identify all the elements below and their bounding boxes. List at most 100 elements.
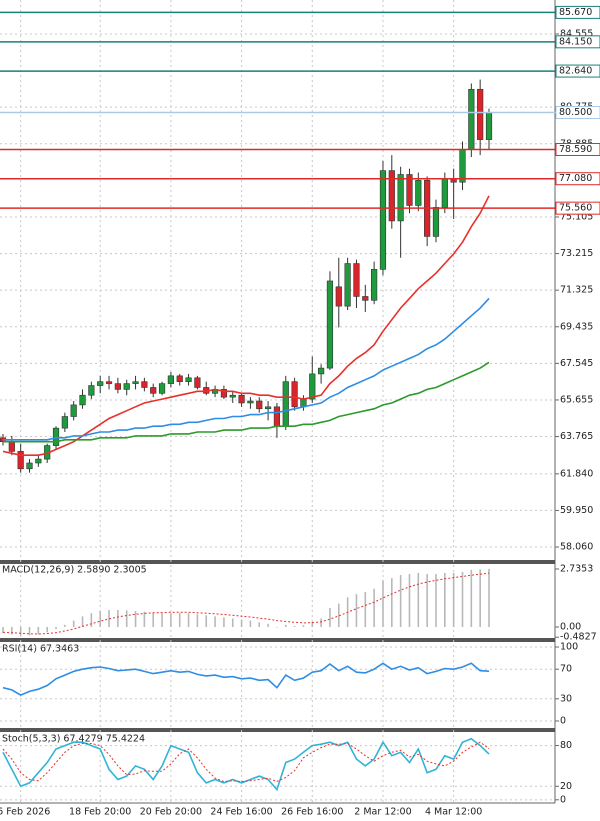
level-label: 77.080 xyxy=(559,173,592,184)
histogram-bar xyxy=(46,626,48,633)
histogram-bar xyxy=(214,616,216,627)
histogram-bar xyxy=(417,572,420,627)
histogram-bar xyxy=(373,588,375,627)
panel-title: Stoch(5,3,3) 67.4279 75.4224 xyxy=(2,734,145,745)
histogram-bar xyxy=(249,620,252,627)
histogram-bar xyxy=(276,626,278,628)
indicator-line xyxy=(3,361,490,443)
level-label: 75.560 xyxy=(559,203,592,214)
y-tick-label: 80 xyxy=(560,740,572,751)
histogram-bar xyxy=(355,594,358,627)
histogram-bar xyxy=(479,569,481,627)
histogram-bar xyxy=(284,624,287,627)
y-tick-label: 67.545 xyxy=(560,358,593,369)
histogram-bar xyxy=(205,615,208,627)
histogram-bar xyxy=(37,626,40,635)
candle-body xyxy=(309,373,316,400)
level-label-box xyxy=(555,142,600,156)
y-tick-label: -0.4827 xyxy=(560,632,597,643)
candle-body xyxy=(176,375,183,382)
candle-body xyxy=(132,381,139,384)
histogram-bar xyxy=(337,603,340,627)
histogram-bar xyxy=(293,625,296,627)
candle-body xyxy=(371,269,378,301)
candle-body xyxy=(282,381,289,427)
histogram-bar xyxy=(55,626,57,630)
candle-body xyxy=(105,381,113,384)
candle-body xyxy=(477,88,484,140)
candle-body xyxy=(150,387,157,394)
candle-body xyxy=(167,375,174,384)
y-tick-label: 2.7353 xyxy=(560,563,593,574)
candle-body xyxy=(70,404,77,417)
candle-body xyxy=(61,416,68,429)
panel-title: MACD(12,26,9) 2.5890 2.3005 xyxy=(2,565,147,576)
level-label: 78.590 xyxy=(559,144,592,155)
panel-separator xyxy=(0,728,555,732)
histogram-bar xyxy=(152,612,155,627)
level-label-box xyxy=(555,172,600,186)
histogram-bar xyxy=(72,620,75,627)
level-label-box xyxy=(555,5,600,19)
y-tick-label: 59.950 xyxy=(560,505,593,516)
candle-body xyxy=(26,462,33,470)
y-tick-label: 61.840 xyxy=(560,468,593,479)
candle-body xyxy=(194,377,201,388)
candle-body xyxy=(441,178,448,208)
candle-body xyxy=(256,400,263,410)
indicator-line xyxy=(3,297,490,441)
histogram-bar xyxy=(64,624,66,627)
histogram-bar xyxy=(134,611,137,627)
histogram-bar xyxy=(143,611,146,627)
histogram-bar xyxy=(452,572,455,627)
y-tick-label: 20 xyxy=(560,781,572,792)
histogram-bar xyxy=(125,610,128,627)
y-tick-label: 0.00 xyxy=(560,621,581,632)
y-tick-label: 73.215 xyxy=(560,248,593,259)
candle-body xyxy=(220,389,228,398)
candle-body xyxy=(432,207,440,237)
candle-body xyxy=(415,179,422,206)
candle-body xyxy=(158,383,166,394)
histogram-bar xyxy=(117,610,119,627)
histogram-bar xyxy=(19,626,22,636)
x-tick-label: 18 Feb 20:00 xyxy=(69,807,131,818)
candle-body xyxy=(353,263,360,297)
histogram-bar xyxy=(302,625,305,627)
candle-body xyxy=(379,170,387,270)
histogram-bar xyxy=(399,575,402,627)
histogram-bar xyxy=(223,617,225,627)
y-tick-label: 30 xyxy=(560,693,572,704)
x-tick-label: 2 Mar 12:00 xyxy=(354,807,411,818)
y-tick-label: 65.655 xyxy=(560,394,593,405)
level-label-box xyxy=(555,64,600,78)
y-tick-label: 84.555 xyxy=(560,28,593,39)
histogram-bar xyxy=(178,612,181,627)
candle-body xyxy=(35,458,42,464)
candle-body xyxy=(247,400,254,404)
histogram-bar xyxy=(161,613,163,627)
histogram-bar xyxy=(461,571,464,627)
level-label: 84.150 xyxy=(559,36,592,47)
y-tick-label: 0 xyxy=(560,794,566,805)
candle-body xyxy=(88,385,95,396)
histogram-bar xyxy=(382,580,384,627)
candle-body xyxy=(123,383,130,390)
y-tick-label: 71.325 xyxy=(560,285,593,296)
candle-body xyxy=(8,441,15,452)
histogram-bar xyxy=(426,573,428,627)
y-tick-label: 100 xyxy=(560,642,578,653)
candle-body xyxy=(335,286,342,307)
histogram-bar xyxy=(196,614,199,627)
histogram-bar xyxy=(99,611,101,627)
candle-body xyxy=(229,394,236,398)
candle-body xyxy=(344,263,351,307)
candle-body xyxy=(397,174,404,222)
candle-body xyxy=(362,296,369,301)
level-label: 82.640 xyxy=(559,66,592,77)
level-label: 80.500 xyxy=(559,107,592,118)
histogram-bar xyxy=(81,616,84,627)
candle-body xyxy=(185,377,192,382)
histogram-bar xyxy=(187,613,190,627)
